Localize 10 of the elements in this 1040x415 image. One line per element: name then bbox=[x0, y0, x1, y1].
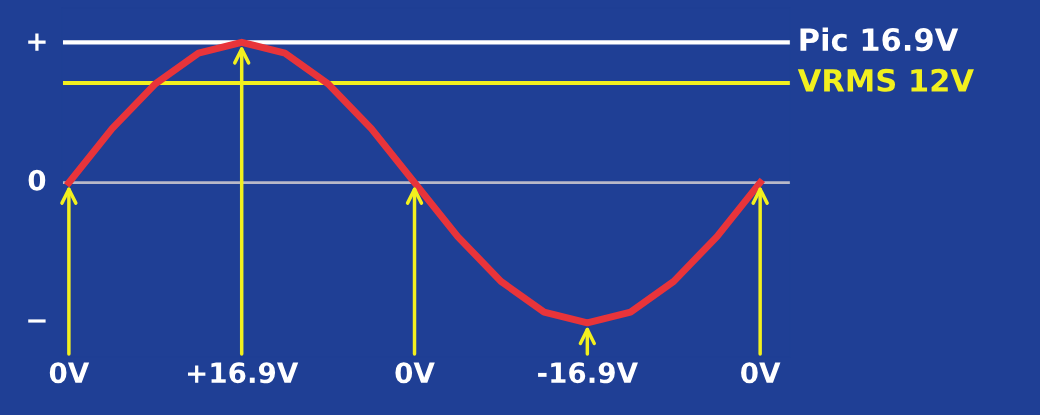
x-tick-label: 0V bbox=[395, 362, 435, 384]
x-tick-label: +16.9V bbox=[187, 362, 299, 384]
x-tick-label: 0V bbox=[741, 362, 781, 384]
text: − bbox=[28, 319, 46, 323]
text: + bbox=[28, 33, 46, 51]
ref-line-label: Pic 16.9V bbox=[800, 27, 959, 52]
x-tick-label: 0V bbox=[49, 362, 90, 384]
text: 0 bbox=[28, 169, 46, 191]
x-tick-label: -16.9V bbox=[538, 362, 638, 384]
ref-line-label: VRMS 12V bbox=[797, 68, 974, 92]
